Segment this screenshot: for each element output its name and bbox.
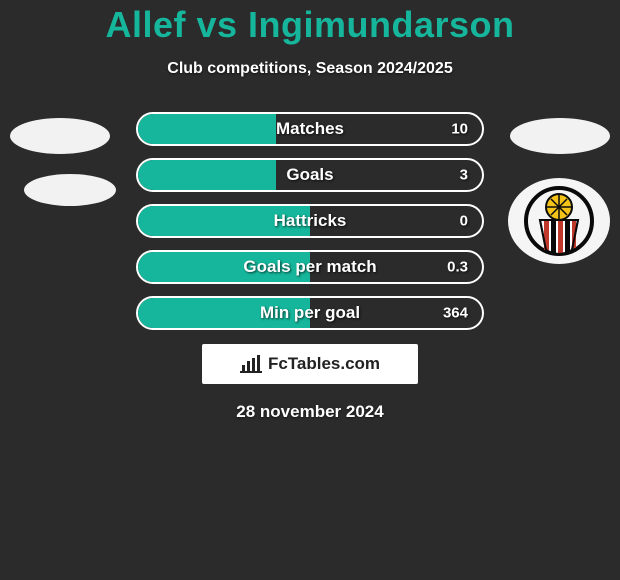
stat-row-goals: Goals 3	[136, 158, 484, 192]
stat-label: Goals per match	[243, 257, 376, 277]
stat-value: 10	[451, 121, 468, 138]
stat-label: Min per goal	[260, 303, 360, 323]
player-a-avatar-2	[24, 174, 116, 206]
player-a-avatar-1	[10, 118, 110, 154]
brand-box[interactable]: FcTables.com	[202, 344, 418, 384]
comparison-card: Allef vs Ingimundarson Club competitions…	[0, 0, 620, 580]
player-b-club-crest	[508, 178, 610, 264]
stat-value: 3	[460, 167, 468, 184]
stat-value: 0	[460, 213, 468, 230]
player-b-avatar-1	[510, 118, 610, 154]
stat-row-hattricks: Hattricks 0	[136, 204, 484, 238]
stat-row-goals-per-match: Goals per match 0.3	[136, 250, 484, 284]
stat-fill	[138, 114, 276, 144]
stat-value: 364	[443, 305, 468, 322]
stat-fill	[138, 160, 276, 190]
brand-text: FcTables.com	[268, 354, 380, 374]
subtitle: Club competitions, Season 2024/2025	[0, 60, 620, 78]
stat-label: Hattricks	[274, 211, 347, 231]
generated-date: 28 november 2024	[0, 402, 620, 422]
stat-row-matches: Matches 10	[136, 112, 484, 146]
stat-value: 0.3	[447, 259, 468, 276]
bar-chart-icon	[240, 355, 262, 373]
stat-row-min-per-goal: Min per goal 364	[136, 296, 484, 330]
page-title: Allef vs Ingimundarson	[0, 4, 620, 46]
stat-label: Matches	[276, 119, 344, 139]
stat-label: Goals	[286, 165, 333, 185]
stats-list: Matches 10 Goals 3 Hattricks 0 Goals per…	[136, 112, 484, 330]
club-crest-icon	[518, 180, 600, 262]
